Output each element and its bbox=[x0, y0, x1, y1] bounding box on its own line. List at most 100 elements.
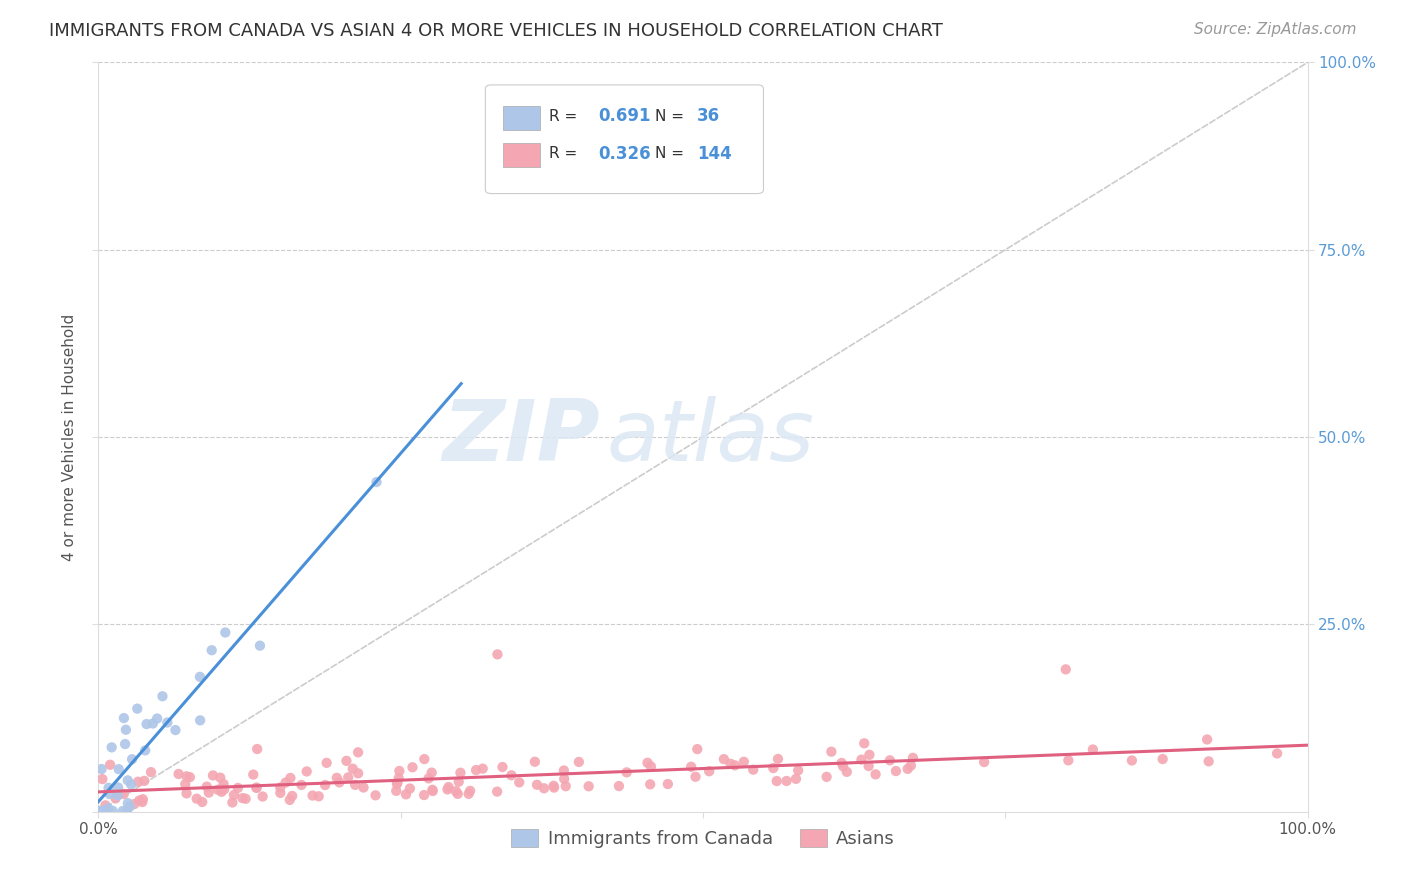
Point bbox=[121, 752, 143, 766]
Point bbox=[387, 776, 409, 790]
Point bbox=[246, 742, 269, 756]
Point bbox=[385, 777, 408, 791]
Text: 36: 36 bbox=[697, 107, 720, 126]
Point bbox=[221, 796, 243, 810]
Point bbox=[127, 701, 149, 715]
Point bbox=[231, 791, 253, 805]
Point bbox=[733, 755, 755, 769]
Point bbox=[97, 801, 120, 815]
Point bbox=[685, 770, 707, 784]
Point bbox=[176, 769, 198, 783]
Point bbox=[766, 752, 789, 766]
Point bbox=[118, 799, 141, 814]
Point bbox=[269, 786, 291, 800]
Point bbox=[526, 778, 548, 792]
Point bbox=[815, 770, 838, 784]
Point bbox=[280, 771, 302, 785]
Point bbox=[765, 774, 787, 789]
Point bbox=[326, 771, 349, 785]
Point bbox=[858, 747, 880, 762]
Point bbox=[1121, 754, 1143, 768]
Point bbox=[422, 782, 444, 797]
Point bbox=[422, 784, 444, 798]
Point bbox=[657, 777, 679, 791]
FancyBboxPatch shape bbox=[503, 106, 540, 130]
Point bbox=[195, 780, 218, 794]
Point bbox=[835, 764, 858, 779]
Point bbox=[134, 743, 156, 757]
Point bbox=[501, 768, 523, 782]
Point bbox=[146, 711, 169, 725]
Point bbox=[98, 757, 121, 772]
Point bbox=[281, 789, 304, 803]
Point bbox=[101, 804, 124, 818]
Point bbox=[107, 780, 129, 795]
Point bbox=[114, 737, 136, 751]
Point bbox=[246, 780, 269, 795]
Point bbox=[900, 758, 922, 772]
FancyBboxPatch shape bbox=[485, 85, 763, 194]
Point bbox=[111, 804, 134, 818]
Point bbox=[418, 772, 440, 786]
Point bbox=[724, 758, 747, 772]
Point bbox=[245, 780, 267, 795]
Point bbox=[134, 773, 156, 788]
Point bbox=[568, 755, 591, 769]
Point bbox=[413, 788, 436, 802]
Point bbox=[491, 760, 513, 774]
Point bbox=[209, 771, 232, 785]
Point bbox=[127, 774, 149, 789]
Point bbox=[1198, 755, 1220, 769]
Point bbox=[554, 779, 576, 793]
Point bbox=[1197, 732, 1219, 747]
Point bbox=[167, 767, 190, 781]
Point bbox=[107, 789, 129, 803]
Point bbox=[212, 782, 235, 797]
Point bbox=[858, 759, 880, 773]
Point bbox=[785, 772, 807, 786]
Point bbox=[191, 795, 214, 809]
Point bbox=[399, 781, 422, 796]
Point bbox=[449, 765, 471, 780]
Point bbox=[973, 755, 995, 769]
Point bbox=[117, 773, 139, 788]
Text: R =: R = bbox=[550, 109, 578, 124]
Point bbox=[90, 762, 112, 776]
Text: ZIP: ZIP bbox=[443, 395, 600, 479]
Text: Source: ZipAtlas.com: Source: ZipAtlas.com bbox=[1194, 22, 1357, 37]
Point bbox=[97, 780, 120, 795]
Point bbox=[212, 777, 235, 791]
Point bbox=[186, 791, 208, 805]
Point bbox=[486, 784, 509, 798]
Point bbox=[353, 780, 375, 795]
Point bbox=[543, 780, 565, 795]
Point bbox=[640, 759, 662, 773]
Y-axis label: 4 or more Vehicles in Household: 4 or more Vehicles in Household bbox=[62, 313, 77, 561]
Point bbox=[328, 775, 350, 789]
Point bbox=[90, 804, 112, 818]
Point bbox=[207, 782, 229, 797]
Point bbox=[242, 767, 264, 781]
Point bbox=[853, 736, 876, 750]
Point bbox=[1152, 752, 1174, 766]
Text: 0.326: 0.326 bbox=[598, 145, 651, 163]
Point bbox=[832, 759, 855, 773]
Point bbox=[523, 755, 546, 769]
Point bbox=[1265, 747, 1288, 761]
Point bbox=[347, 766, 370, 780]
Point bbox=[278, 793, 301, 807]
Point bbox=[364, 789, 387, 803]
Point bbox=[458, 784, 481, 798]
Point bbox=[1081, 742, 1104, 756]
Point bbox=[337, 770, 360, 784]
Point bbox=[152, 690, 174, 704]
Point bbox=[290, 778, 312, 792]
Point bbox=[269, 780, 291, 795]
Point bbox=[115, 723, 138, 737]
Point bbox=[508, 775, 530, 789]
Point bbox=[315, 756, 337, 770]
Point bbox=[120, 777, 142, 791]
Point bbox=[156, 715, 179, 730]
Point bbox=[471, 762, 494, 776]
Text: atlas: atlas bbox=[606, 395, 814, 479]
